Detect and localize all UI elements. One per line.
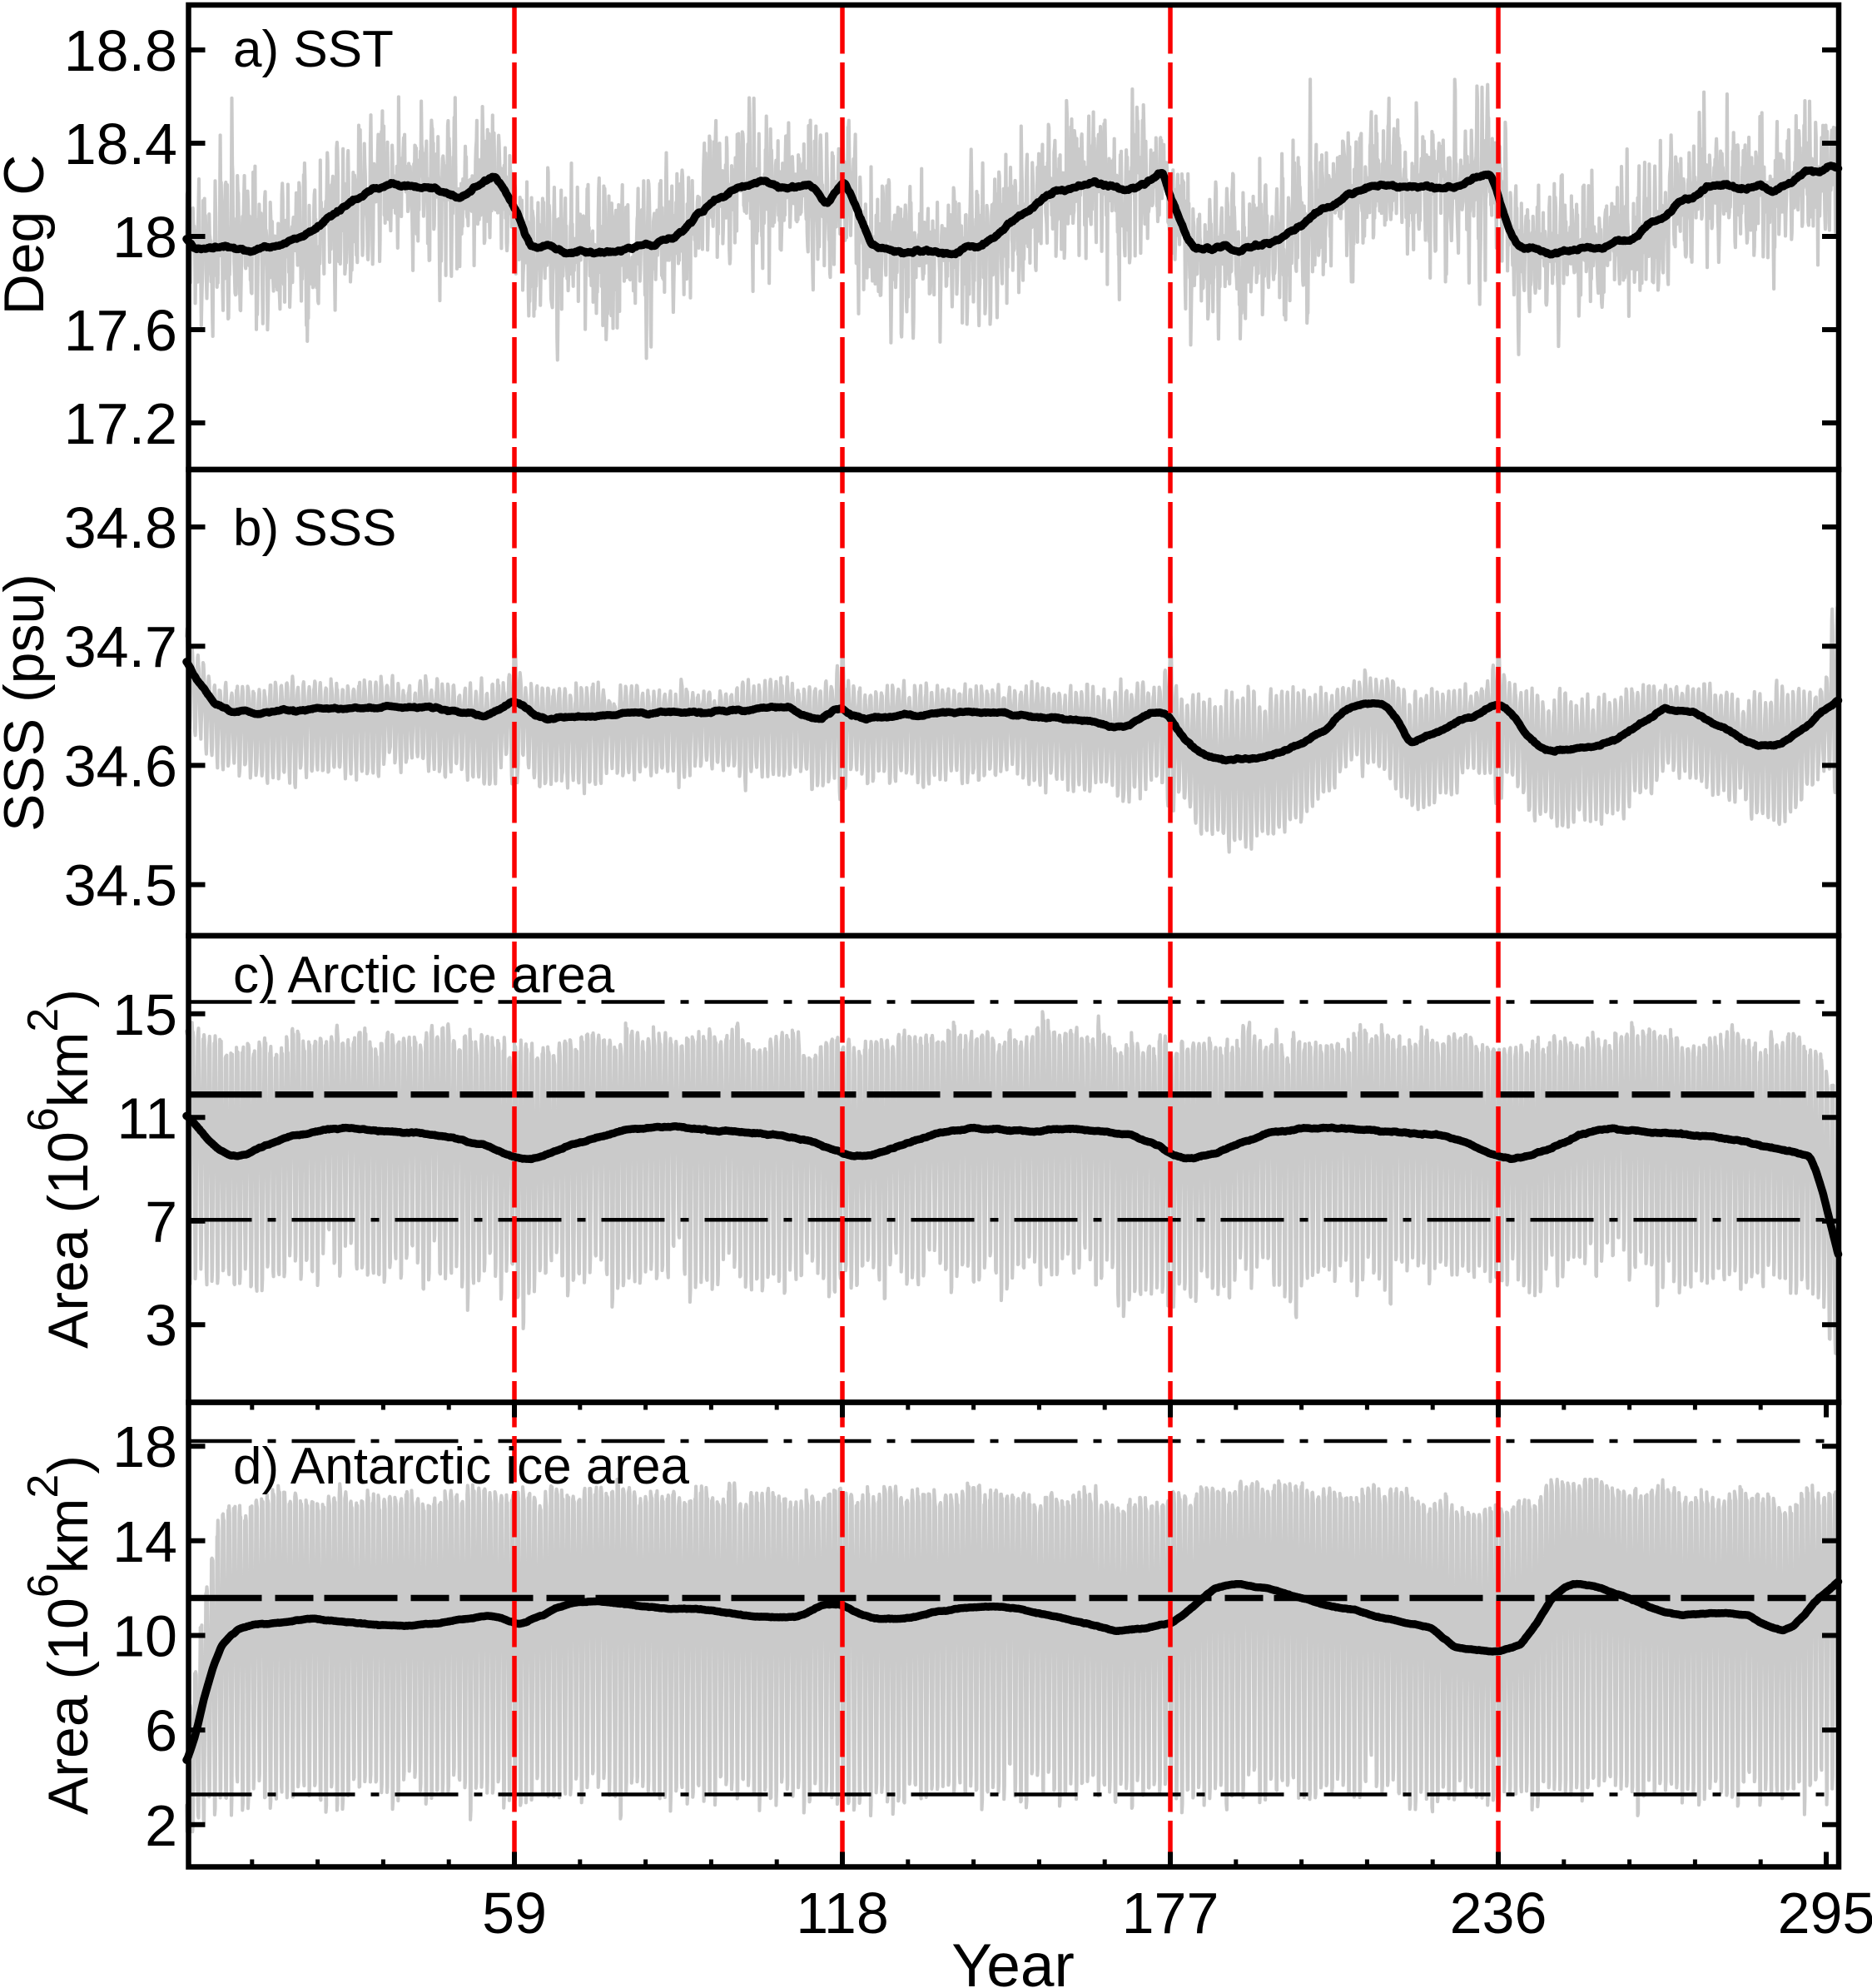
svg-text:236: 236 — [1450, 1881, 1547, 1946]
svg-text:15: 15 — [112, 982, 177, 1047]
svg-text:34.6: 34.6 — [64, 733, 177, 798]
svg-text:7: 7 — [145, 1190, 177, 1255]
svg-text:18.8: 18.8 — [64, 18, 177, 83]
svg-text:a) SST: a) SST — [233, 21, 394, 78]
svg-text:b) SSS: b) SSS — [233, 499, 396, 557]
svg-text:3: 3 — [145, 1293, 177, 1358]
svg-text:17.6: 17.6 — [64, 298, 177, 363]
svg-text:c) Arctic ice area: c) Arctic ice area — [233, 947, 615, 1004]
svg-text:59: 59 — [482, 1881, 547, 1946]
svg-text:Deg C: Deg C — [0, 155, 56, 316]
svg-text:18: 18 — [112, 1414, 177, 1479]
svg-text:SSS (psu): SSS (psu) — [0, 574, 56, 832]
svg-text:18: 18 — [112, 205, 177, 270]
svg-text:6: 6 — [145, 1698, 177, 1763]
svg-text:d) Antarctic ice area: d) Antarctic ice area — [233, 1438, 689, 1495]
svg-text:14: 14 — [112, 1509, 177, 1574]
svg-text:177: 177 — [1122, 1881, 1219, 1946]
svg-text:17.2: 17.2 — [64, 391, 177, 456]
svg-text:2: 2 — [145, 1793, 177, 1858]
svg-text:11: 11 — [117, 1086, 177, 1151]
svg-text:34.8: 34.8 — [64, 495, 177, 560]
svg-text:34.5: 34.5 — [64, 853, 177, 918]
svg-text:10: 10 — [112, 1604, 177, 1669]
svg-text:34.7: 34.7 — [64, 614, 177, 679]
svg-text:18.4: 18.4 — [64, 112, 177, 176]
svg-text:295: 295 — [1778, 1881, 1872, 1946]
svg-text:118: 118 — [796, 1881, 889, 1946]
svg-text:Year: Year — [951, 1932, 1075, 1988]
